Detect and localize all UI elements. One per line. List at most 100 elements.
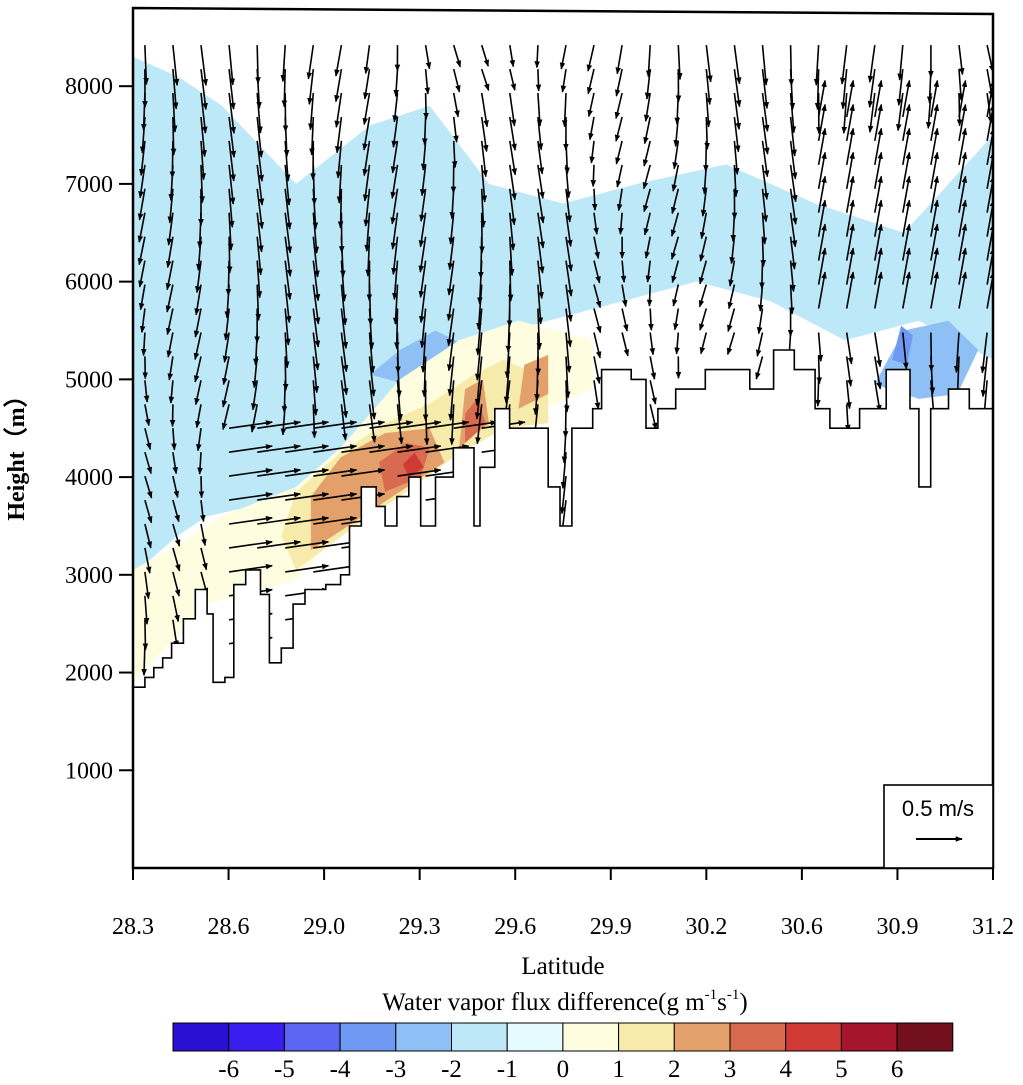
wind-vector-240 [418,236,427,273]
wind-vector-448 [816,356,823,385]
wind-vector-283 [480,44,490,67]
wind-vector-175 [341,420,386,429]
wind-vector-305 [537,284,544,325]
wind-vector-210 [397,468,442,477]
wind-vector-486 [874,151,883,189]
wind-vector-192 [369,444,414,453]
y-tick-label-3: 4000 [65,465,113,491]
wind-vector-466 [845,271,855,309]
wind-vector-151 [313,468,358,477]
colorbar-title-sup2: -1 [727,987,740,1003]
wind-vector-339 [593,308,602,334]
wind-vector-290 [507,260,514,302]
wind-vector-211 [397,444,442,453]
wind-vector-194 [368,404,377,443]
wind-vector-138 [284,236,293,277]
wind-vector-251 [448,380,455,421]
wind-vector-512 [930,199,940,237]
wind-vector-381 [674,332,680,355]
wind-vector-495 [902,247,912,285]
wind-vector-442 [789,140,798,180]
wind-vector-104 [257,444,301,453]
y-axis-title: Height（m） [3,383,30,520]
wind-vector-160 [312,260,321,302]
wind-vector-439 [789,212,798,248]
wind-vector-140 [284,188,292,230]
wind-vector-306 [537,260,544,300]
wind-vector-185 [337,188,344,229]
wind-vector-349 [586,68,595,95]
wind-vector-534 [958,45,965,76]
wind-vector-465 [845,332,854,365]
wind-vector-363 [615,44,623,75]
wind-vector-115 [256,188,265,230]
wind-vector-493 [902,332,909,370]
colorbar-swatch-6 [506,1022,564,1052]
wind-vector-476 [840,69,848,110]
wind-vector-342 [593,236,600,260]
wind-vector-26 [172,619,179,648]
wind-vector-136 [284,284,292,324]
wind-vector-95 [228,140,236,182]
wind-vector-498 [902,175,912,213]
y-tick-label-5: 6000 [65,270,113,296]
wind-vector-241 [418,212,427,248]
wind-vector-190 [334,68,343,103]
wind-vector-271 [475,332,483,381]
colorbar: Water vapor flux difference(g m-1s-1) -6… [172,987,954,1083]
wind-vector-340 [593,284,602,309]
colorbar-title-sup1: -1 [705,987,718,1003]
wind-vector-348 [587,92,595,118]
wind-vector-146 [280,45,287,83]
wind-vector-432 [761,69,770,109]
wind-vector-399 [699,212,708,240]
x-tick-label-8: 30.9 [876,914,918,940]
wind-vector-505 [897,45,904,81]
wind-vector-469 [845,199,855,237]
wind-vector-304 [536,308,543,351]
wind-vector-335 [559,44,567,70]
x-tick-label-6: 30.2 [685,914,727,940]
wind-vector-96 [228,116,237,158]
colorbar-label-2: -4 [330,1056,351,1083]
wind-vector-483 [874,223,883,261]
wind-vector-124 [285,563,330,573]
wind-vector-142 [284,140,291,182]
wind-vector-264 [452,68,461,93]
wind-vector-167 [308,92,315,131]
wind-vector-59 [194,380,202,406]
wind-vector-454 [817,175,827,213]
colorbar-swatch-8 [618,1022,675,1052]
wind-vector-179 [340,332,349,373]
wind-vector-201 [365,236,371,277]
wind-vector-182 [340,260,347,302]
wind-vector-456 [817,127,827,166]
wind-vector-94 [228,164,236,205]
wind-vector-386 [670,212,680,237]
wind-vector-494 [902,271,912,309]
colorbar-label-5: -1 [497,1056,518,1083]
wind-vector-280 [480,116,489,153]
wind-vector-431 [761,92,770,132]
wind-vector-347 [588,116,595,141]
wind-vector-474 [845,79,855,118]
wind-vector-270 [474,356,483,406]
wind-vector-402 [703,140,709,173]
colorbar-swatch-10 [729,1022,787,1052]
wind-vector-16 [138,260,146,288]
wind-vector-101 [257,515,301,525]
wind-vector-499 [902,151,912,189]
colorbar-swatches [172,1022,954,1052]
wind-vector-188 [334,116,343,154]
wind-vector-130 [285,420,330,429]
reference-vector-legend: 0.5 m/s [883,784,994,869]
colorbar-swatch-4 [395,1022,452,1052]
wind-vector-79 [228,515,273,525]
wind-vector-383 [672,284,680,307]
wind-vector-364 [649,404,658,430]
wind-vector-326 [565,260,574,297]
wind-vector-338 [593,332,602,359]
wind-vector-246 [423,92,429,120]
wind-vector-218 [392,284,399,325]
wind-vector-529 [958,127,968,166]
